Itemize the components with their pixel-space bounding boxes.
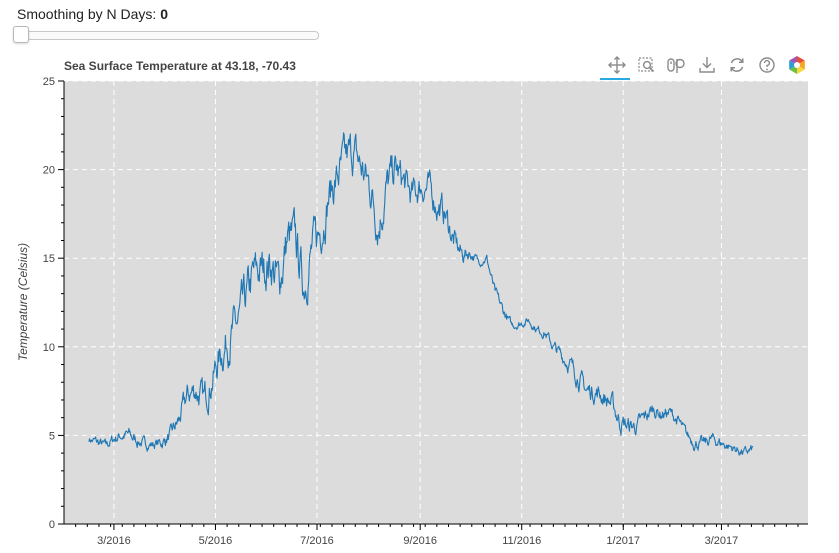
x-tick-label: 7/2016 [300, 535, 334, 547]
slider-title: Smoothing by N Days: 0 [17, 6, 322, 22]
y-axis-label: Temperature (Celsius) [16, 243, 30, 361]
chart-title: Sea Surface Temperature at 43.18, -70.43 [64, 59, 296, 73]
y-tick-label: 5 [49, 430, 55, 442]
slider-label: Smoothing by N Days: [17, 6, 157, 22]
bokeh-logo[interactable] [784, 54, 810, 76]
help-icon[interactable] [754, 54, 780, 76]
slider-handle[interactable] [13, 26, 29, 43]
x-tick-label: 3/2017 [705, 535, 739, 547]
y-tick-label: 20 [43, 165, 55, 177]
temperature-series-line [88, 132, 754, 456]
x-tick-label: 9/2016 [403, 535, 437, 547]
x-tick-label: 1/2017 [606, 535, 640, 547]
slider-value: 0 [160, 6, 168, 22]
plot-area[interactable] [64, 81, 808, 524]
x-tick-label: 3/2016 [97, 535, 131, 547]
y-tick-label: 15 [43, 253, 55, 265]
axes: 0 5 10 15 20 25 3/2016 5/2016 7/2016 9/2016 11/201… [43, 76, 808, 547]
y-tick-label: 10 [43, 342, 55, 354]
grid-lines [64, 80, 808, 524]
active-tool-indicator [600, 78, 630, 80]
pan-icon[interactable] [604, 54, 630, 76]
reset-icon[interactable] [724, 54, 750, 76]
x-tick-label: 5/2016 [199, 535, 233, 547]
smoothing-slider-widget: Smoothing by N Days: 0 [13, 6, 322, 43]
y-tick-label: 25 [43, 76, 55, 88]
save-icon[interactable] [694, 54, 720, 76]
y-tick-label: 0 [49, 519, 55, 531]
x-tick-label: 11/2016 [502, 535, 541, 547]
wheel-zoom-icon[interactable] [664, 54, 690, 76]
box-zoom-icon[interactable] [634, 54, 660, 76]
